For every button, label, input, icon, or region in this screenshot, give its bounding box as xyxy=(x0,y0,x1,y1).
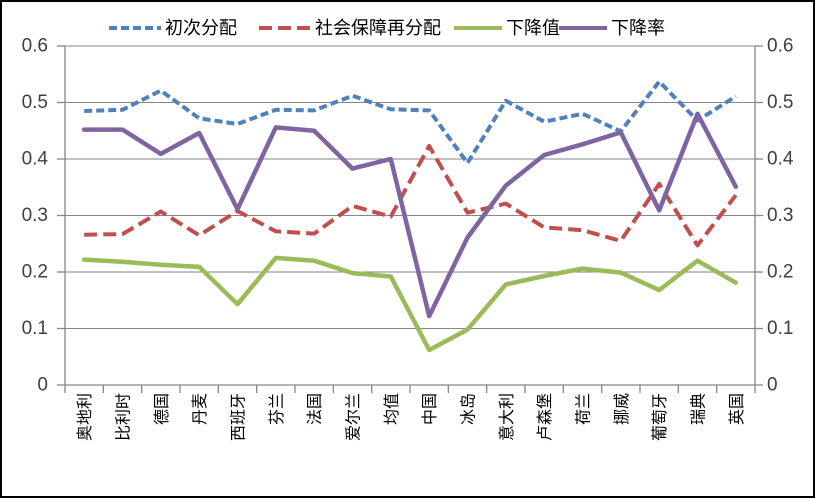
x-axis-label: 西班牙 xyxy=(230,393,248,441)
y-axis-label-right: 0.1 xyxy=(767,318,793,339)
legend-label-1: 社会保障再分配 xyxy=(315,18,441,38)
series-line-3 xyxy=(81,111,739,319)
x-axis-label: 意大利 xyxy=(497,393,516,441)
y-axis-label-right: 0.3 xyxy=(767,205,793,226)
legend-label-2: 下降值 xyxy=(506,18,560,38)
x-axis-label: 比利时 xyxy=(115,393,133,441)
legend-label-0: 初次分配 xyxy=(165,18,237,38)
series-line-1 xyxy=(84,144,738,248)
y-axis-label-right: 0 xyxy=(767,375,778,396)
y-axis-label-left: 0.5 xyxy=(22,92,48,113)
x-axis-label: 英国 xyxy=(728,393,746,425)
x-axis-label: 冰岛 xyxy=(460,393,478,425)
x-axis-label: 芬兰 xyxy=(268,393,286,425)
y-axis-label-right: 0.5 xyxy=(767,92,793,113)
y-axis-label-left: 0.4 xyxy=(22,149,49,170)
y-axis-label-right: 0.4 xyxy=(767,149,794,170)
x-axis-label: 法国 xyxy=(306,393,324,425)
x-axis-label: 瑞典 xyxy=(690,393,708,425)
y-axis-label-right: 0.2 xyxy=(767,262,793,283)
legend-label-3: 下降率 xyxy=(611,18,665,38)
x-axis-label: 爱尔兰 xyxy=(345,393,363,441)
y-axis-label-left: 0.1 xyxy=(22,318,48,339)
y-axis-label-left: 0.6 xyxy=(22,36,48,57)
x-axis-label: 卢森堡 xyxy=(536,393,554,441)
x-axis-label: 德国 xyxy=(153,393,171,425)
y-axis-label-left: 0.3 xyxy=(22,205,48,226)
y-axis-label-right: 0.6 xyxy=(767,36,793,57)
x-axis-label: 荷兰 xyxy=(575,393,593,425)
x-axis-label: 中国 xyxy=(421,393,439,425)
y-axis-label-left: 0.2 xyxy=(22,262,48,283)
y-axis-label-left: 0 xyxy=(37,375,48,396)
x-axis-label: 均值 xyxy=(383,393,401,425)
x-axis-label: 奥地利 xyxy=(76,393,94,441)
series-line-2 xyxy=(81,255,739,353)
x-axis-label: 丹麦 xyxy=(191,393,209,425)
x-axis-label: 挪威 xyxy=(613,393,631,425)
x-axis-label: 葡萄牙 xyxy=(651,393,669,441)
series-line-0 xyxy=(84,79,737,165)
